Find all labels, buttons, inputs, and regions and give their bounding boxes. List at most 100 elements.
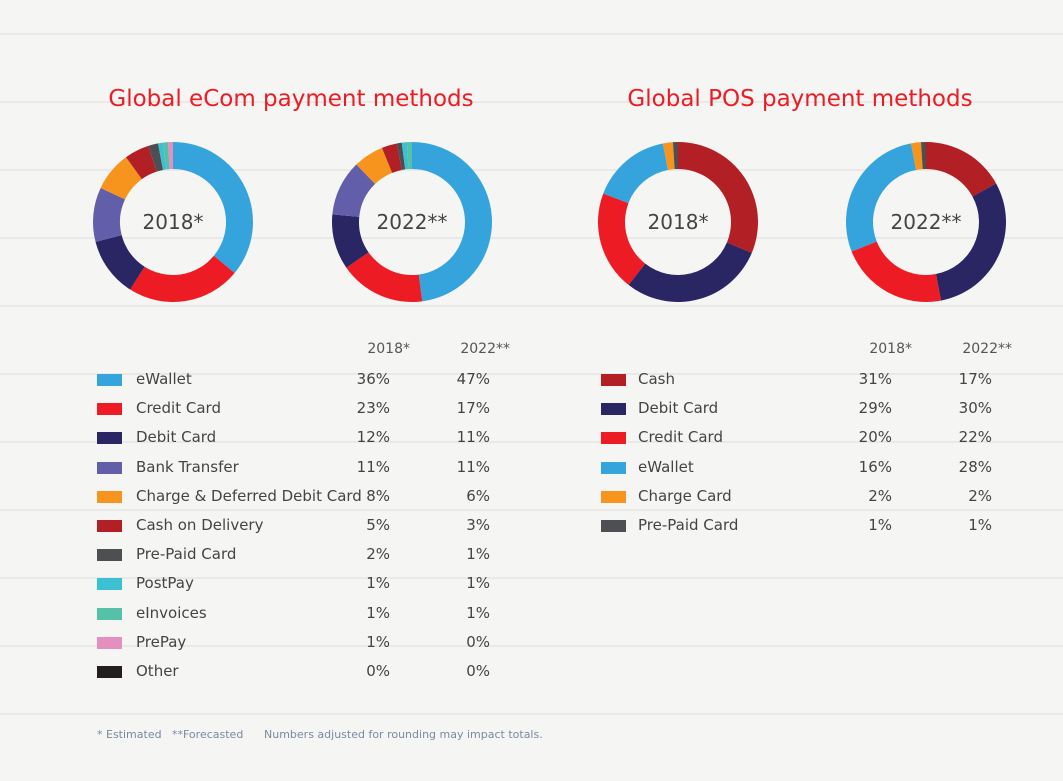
- pos-title: Global POS payment methods: [627, 86, 973, 112]
- donut-slice-cash-on-delivery: [381, 143, 402, 173]
- legend-label: Credit Card: [638, 428, 723, 447]
- donut-slice-bank-transfer: [92, 187, 126, 242]
- value-cell: 23%: [356, 399, 390, 418]
- donut-slice-debit-card: [628, 242, 752, 302]
- value-cell: 28%: [958, 457, 992, 476]
- value-cell: 0%: [466, 662, 490, 680]
- value-cell: 3%: [466, 516, 490, 534]
- value-cell: 6%: [466, 486, 490, 505]
- donut-slice-bank-transfer: [332, 164, 376, 217]
- value-cell: 1%: [466, 574, 490, 593]
- legend-swatch: [97, 461, 122, 474]
- legend-label: Debit Card: [136, 428, 217, 447]
- value-cell: 11%: [456, 457, 490, 476]
- value-cell: 1%: [366, 632, 390, 651]
- legend-row: Cash 31% 17%: [0, 370, 1063, 390]
- column-header: 2018*: [869, 341, 912, 357]
- legend-swatch: [97, 520, 122, 532]
- column-header: 2022**: [460, 341, 510, 357]
- legend-row: Pre-Paid Card 1% 1%: [0, 516, 1063, 536]
- donut-slice-postpay: [158, 142, 167, 170]
- value-cell: 1%: [868, 516, 892, 534]
- column-header: 2018*: [367, 341, 410, 357]
- donut-slice-ewallet: [845, 143, 917, 252]
- footnote-estimated: * Estimated: [97, 728, 162, 741]
- legend-swatch: [97, 432, 122, 445]
- donut-slice-charge-deferred-debit-card: [356, 147, 393, 184]
- legend-swatch: [97, 403, 122, 416]
- value-cell: 31%: [858, 370, 892, 388]
- value-cell: 36%: [356, 370, 390, 388]
- legend-row: eInvoices 1% 1%: [0, 604, 1063, 624]
- legend-swatch: [97, 607, 122, 620]
- value-cell: 5%: [366, 516, 390, 534]
- donut-slice-ewallet: [603, 143, 668, 204]
- legend-label: Pre-Paid Card: [136, 545, 237, 564]
- value-cell: 30%: [958, 399, 992, 418]
- donut-slice-credit-card: [130, 255, 235, 302]
- value-cell: 22%: [958, 428, 992, 447]
- legend-row: eWallet 36% 47%: [0, 370, 1063, 390]
- legend-row: Charge Card 2% 2%: [0, 487, 1063, 507]
- legend-label: Charge Card: [638, 486, 732, 505]
- legend-swatch: [97, 490, 122, 503]
- donut-center-label: 2018*: [143, 210, 204, 234]
- donut-slice-cash-on-delivery: [125, 145, 157, 180]
- legend-row: PostPay 1% 1%: [0, 574, 1063, 594]
- value-cell: 8%: [366, 486, 390, 505]
- donut-slice-ewallet: [412, 142, 493, 302]
- legend-label: eWallet: [136, 370, 192, 388]
- donut-slice-credit-card: [851, 241, 941, 302]
- legend-row: Charge & Deferred Debit Card 8% 6%: [0, 487, 1063, 507]
- donut-slice-debit-card: [332, 214, 369, 268]
- legend-label: Debit Card: [638, 399, 719, 418]
- legend-label: Charge & Deferred Debit Card: [136, 486, 362, 505]
- value-cell: 1%: [366, 574, 390, 593]
- donut-slice-einvoices: [406, 142, 412, 170]
- legend-label: eWallet: [638, 457, 694, 476]
- legend-swatch: [97, 636, 122, 649]
- donut-slice-credit-card: [346, 252, 423, 302]
- donut-center-label: 2018*: [648, 210, 709, 234]
- value-cell: 11%: [356, 457, 390, 476]
- legend-label: eInvoices: [136, 603, 207, 622]
- legend-swatch: [97, 666, 122, 678]
- donut-slice-pre-paid-card: [148, 143, 164, 172]
- value-cell: 11%: [456, 428, 490, 447]
- legend-row: Debit Card 12% 11%: [0, 428, 1063, 448]
- value-cell: 2%: [868, 486, 892, 505]
- value-cell: 2%: [366, 545, 390, 564]
- column-header: 2022**: [962, 341, 1012, 357]
- legend-row: Cash on Delivery 5% 3%: [0, 516, 1063, 536]
- donut-center-label: 2022**: [891, 210, 962, 234]
- legend-swatch: [601, 520, 626, 532]
- value-cell: 17%: [958, 370, 992, 388]
- donut-slice-ewallet: [173, 142, 254, 273]
- donut-slice-cash: [678, 142, 758, 253]
- donut-slice-pre-paid-card: [920, 142, 926, 170]
- legend-label: Pre-Paid Card: [638, 516, 739, 534]
- legend-swatch: [601, 403, 626, 416]
- legend-label: Credit Card: [136, 399, 221, 418]
- legend-swatch: [601, 374, 626, 386]
- legend-row: PrePay 1% 0%: [0, 633, 1063, 653]
- legend-swatch: [97, 578, 122, 591]
- donut-slice-cash: [926, 142, 997, 197]
- value-cell: 16%: [858, 457, 892, 476]
- donut-slice-credit-card: [598, 193, 646, 285]
- footnote-rounding: Numbers adjusted for rounding may impact…: [264, 728, 543, 741]
- legend-label: PrePay: [136, 632, 187, 651]
- legend-swatch: [97, 549, 122, 562]
- donut-slice-debit-card: [935, 183, 1006, 301]
- legend-label: Other: [136, 662, 179, 680]
- legend-row: Pre-Paid Card 2% 1%: [0, 545, 1063, 565]
- value-cell: 17%: [456, 399, 490, 418]
- value-cell: 2%: [968, 486, 992, 505]
- legend-label: Cash on Delivery: [136, 516, 264, 534]
- value-cell: 20%: [858, 428, 892, 447]
- donut-slice-einvoices: [162, 142, 170, 170]
- legend-swatch: [601, 461, 626, 474]
- donut-slice-charge-card: [662, 142, 675, 170]
